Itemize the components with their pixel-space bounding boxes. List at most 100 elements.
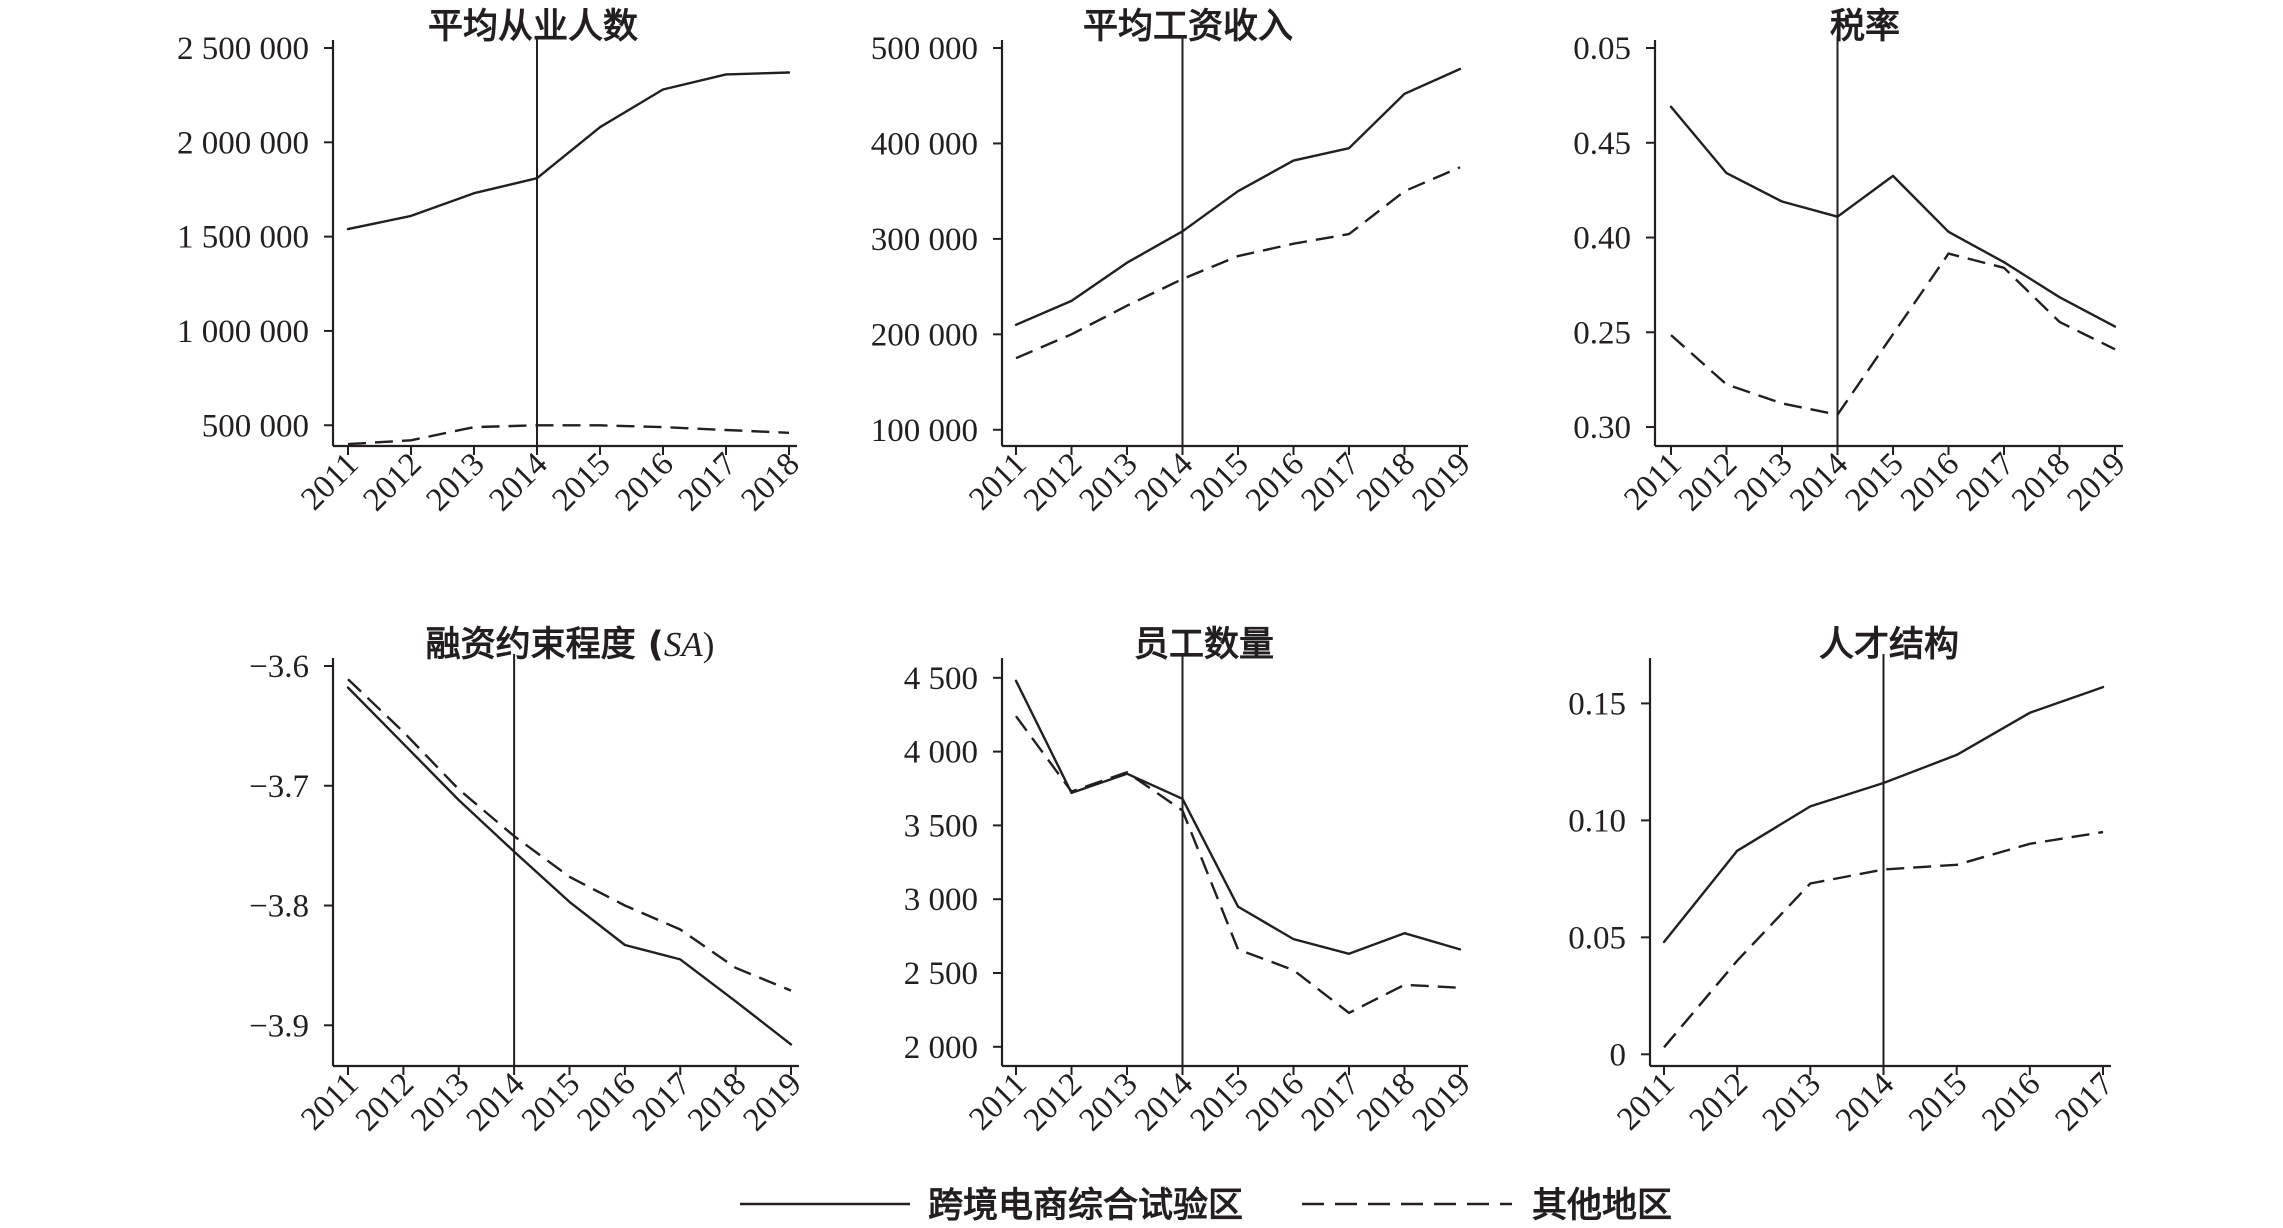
y-tick-label: 500 000 xyxy=(202,408,309,444)
y-tick-label: 0.15 xyxy=(1568,686,1626,722)
series-other-regions-line xyxy=(1015,166,1461,360)
y-tick-label: 0.30 xyxy=(1573,410,1631,446)
legend: 跨境电商综合试验区 其他地区 xyxy=(740,1186,1672,1226)
x-tick-label: 2017 xyxy=(1295,446,1367,518)
chart-title-part: 税率 xyxy=(1830,7,1900,47)
x-tick-label: 2013 xyxy=(1073,446,1145,518)
x-tick-label: 2015 xyxy=(1839,446,1911,518)
y-tick-label: 200 000 xyxy=(871,317,978,353)
x-tick-label: 2016 xyxy=(609,446,681,518)
y-tick-label: 300 000 xyxy=(871,222,978,258)
chart-panel-1: 平均从业人数 500 000 1 000 000 1 500 000 2 000 000… xyxy=(177,7,807,518)
y-tick-label: 0.05 xyxy=(1573,31,1631,67)
x-tick-label: 2014 xyxy=(483,446,555,518)
x-tick-label: 2012 xyxy=(1672,446,1744,518)
y-tick-label: −3.8 xyxy=(249,889,309,925)
y-tick-label: 0.25 xyxy=(1573,315,1631,351)
x-tick-label: 2018 xyxy=(1350,446,1422,518)
x-tick-label: 2013 xyxy=(1728,446,1800,518)
x-tick-label: 2019 xyxy=(1406,1066,1478,1138)
y-tick-label: 100 000 xyxy=(871,413,978,449)
y-tick-label: 4 000 xyxy=(904,735,978,771)
chart-title-part: 平均工资收入 xyxy=(1083,7,1293,47)
x-tick-label: 2017 xyxy=(1295,1066,1367,1138)
chart-title-part: ) xyxy=(703,625,715,664)
x-tick-label: 2016 xyxy=(1239,446,1311,518)
legend-dashed-label: 其他地区 xyxy=(1532,1186,1672,1226)
x-tick-label: 2014 xyxy=(1829,1066,1901,1138)
x-tick-label: 2013 xyxy=(1756,1066,1828,1138)
series-pilot-zone-line xyxy=(346,71,791,231)
series-pilot-zone-line xyxy=(346,686,793,1046)
x-tick-label: 2019 xyxy=(2061,446,2133,518)
x-tick-label: 2018 xyxy=(735,446,807,518)
x-tick-label: 2016 xyxy=(1239,1066,1311,1138)
x-tick-label: 2012 xyxy=(1017,1066,1089,1138)
series-other-regions-line xyxy=(1663,830,2104,1049)
x-tick-label: 2011 xyxy=(962,446,1033,517)
y-tick-label: 1 500 000 xyxy=(177,220,309,256)
x-tick-label: 2011 xyxy=(1617,446,1688,517)
x-tick-label: 2016 xyxy=(1894,446,1966,518)
x-tick-label: 2015 xyxy=(515,1066,587,1138)
x-tick-label: 2012 xyxy=(1017,446,1089,518)
x-tick-label: 2018 xyxy=(1350,1066,1422,1138)
x-tick-label: 2017 xyxy=(672,446,744,518)
y-tick-label: −3.6 xyxy=(249,649,309,685)
x-tick-label: 2019 xyxy=(1406,446,1478,518)
chart-title: 平均从业人数 xyxy=(428,7,638,47)
x-tick-label: 2011 xyxy=(962,1066,1033,1137)
y-tick-label: −3.9 xyxy=(249,1008,309,1044)
y-tick-label: 400 000 xyxy=(871,126,978,162)
chart-panel-4: 融资约束程度 (SA)−3.6−3.7−3.8−3.92011201220132… xyxy=(249,625,809,1138)
chart-title-part: 员工数量 xyxy=(1134,625,1274,665)
chart-panel-3: 税率0.300.250.400.450.05201120122013201420… xyxy=(1573,7,2132,518)
x-tick-label: 2011 xyxy=(294,446,365,517)
y-tick-label: 1 000 000 xyxy=(177,314,309,350)
chart-title-part: 融资约束程度 ( xyxy=(426,625,664,665)
x-tick-label: 2011 xyxy=(294,1066,365,1137)
x-tick-label: 2015 xyxy=(1184,446,1256,518)
y-tick-label: 0.45 xyxy=(1573,126,1631,162)
charts: 平均从业人数 500 000 1 000 000 1 500 000 2 000 000… xyxy=(177,7,2133,1138)
x-tick-label: 2017 xyxy=(1950,446,2022,518)
y-tick-label: 2 500 000 xyxy=(177,31,309,67)
series-pilot-zone-line xyxy=(1014,67,1462,326)
x-tick-label: 2012 xyxy=(1683,1066,1755,1138)
y-tick-label: −3.7 xyxy=(249,769,309,805)
series-other-regions-line xyxy=(1670,252,2116,416)
chart-title: 员工数量 xyxy=(1134,625,1274,665)
chart-title-part: SA xyxy=(664,625,704,664)
x-tick-label: 2014 xyxy=(1783,446,1855,518)
y-tick-label: 0.40 xyxy=(1573,221,1631,257)
y-tick-label: 3 500 xyxy=(904,808,978,844)
y-tick-label: 0.05 xyxy=(1568,920,1626,956)
x-tick-label: 2016 xyxy=(570,1066,642,1138)
chart-title-part: 人才结构 xyxy=(1819,625,1959,665)
chart-panel-2: 平均工资收入 100 000 200 000 300 000 400 000 500 00… xyxy=(871,7,1478,518)
y-tick-label: 500 000 xyxy=(871,31,978,67)
x-tick-label: 2015 xyxy=(546,446,618,518)
legend-solid-label: 跨境电商综合试验区 xyxy=(928,1186,1243,1226)
x-tick-label: 2014 xyxy=(1128,446,1200,518)
y-tick-label: 4 500 xyxy=(904,661,978,697)
chart-title: 平均工资收入 xyxy=(1083,7,1293,47)
chart-title-part: 平均从业人数 xyxy=(428,7,638,47)
x-tick-label: 2016 xyxy=(1975,1066,2047,1138)
chart-title: 融资约束程度 (SA) xyxy=(426,625,715,665)
x-tick-label: 2018 xyxy=(681,1066,753,1138)
x-tick-label: 2018 xyxy=(2005,446,2077,518)
y-tick-label: 3 000 xyxy=(904,882,978,918)
x-tick-label: 2013 xyxy=(420,446,492,518)
y-tick-label: 2 000 000 xyxy=(177,125,309,161)
x-tick-label: 2013 xyxy=(1073,1066,1145,1138)
x-tick-label: 2015 xyxy=(1184,1066,1256,1138)
x-tick-label: 2017 xyxy=(626,1066,698,1138)
x-tick-label: 2012 xyxy=(357,446,429,518)
x-tick-label: 2014 xyxy=(460,1066,532,1138)
chart-title: 税率 xyxy=(1830,7,1900,47)
series-pilot-zone-line xyxy=(1662,685,2105,944)
